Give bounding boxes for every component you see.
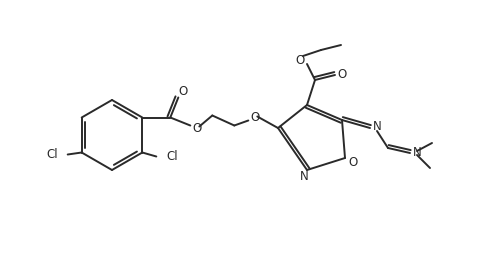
Text: N: N [300,171,309,183]
Text: O: O [192,122,202,135]
Text: Cl: Cl [166,150,178,163]
Text: O: O [251,111,260,124]
Text: O: O [348,155,358,168]
Text: N: N [373,120,382,134]
Text: N: N [413,147,421,160]
Text: O: O [295,55,305,68]
Text: O: O [179,85,188,98]
Text: Cl: Cl [46,148,58,161]
Text: O: O [337,68,347,81]
